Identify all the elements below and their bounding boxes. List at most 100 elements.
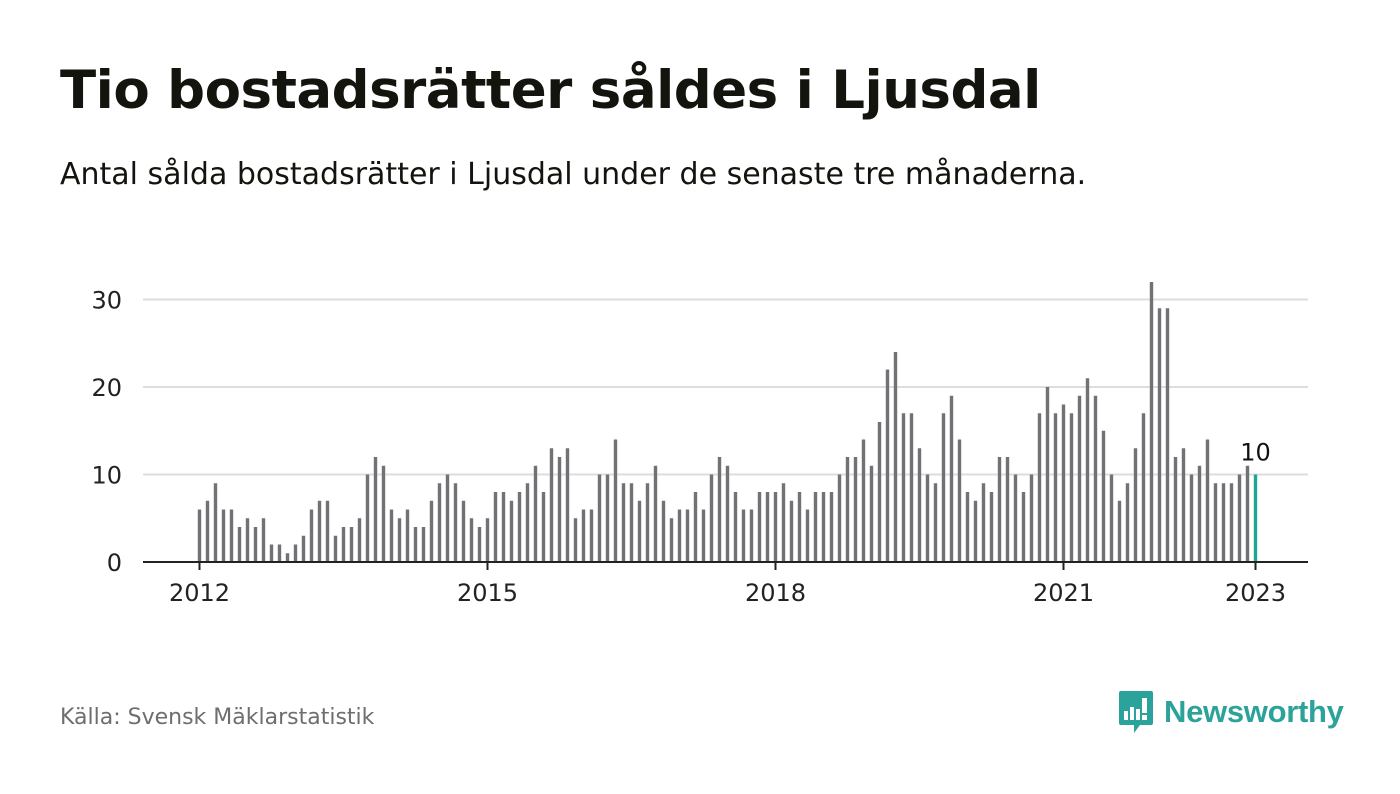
bar xyxy=(733,492,738,562)
bar xyxy=(501,492,506,562)
bar xyxy=(309,509,314,562)
bar xyxy=(541,492,546,562)
bar xyxy=(773,492,778,562)
bar xyxy=(477,527,482,562)
bar xyxy=(197,509,202,562)
x-tick-label: 2023 xyxy=(1225,579,1286,607)
bar xyxy=(925,474,930,562)
bar xyxy=(845,457,850,562)
bar xyxy=(717,457,722,562)
bar xyxy=(1013,474,1018,562)
bar xyxy=(669,518,674,562)
bar xyxy=(405,509,410,562)
brand-logo[interactable]: Newsworthy xyxy=(1118,690,1344,734)
bar xyxy=(877,422,882,562)
bar xyxy=(1213,483,1218,562)
bar xyxy=(285,553,290,562)
bar xyxy=(917,448,922,562)
bar xyxy=(829,492,834,562)
chart-subtitle: Antal sålda bostadsrätter i Ljusdal unde… xyxy=(60,157,1087,192)
gridlines xyxy=(143,298,1308,476)
bar xyxy=(597,474,602,562)
bars xyxy=(197,282,1258,562)
bar xyxy=(677,509,682,562)
bar xyxy=(237,527,242,562)
bar xyxy=(1061,404,1066,562)
bar xyxy=(445,474,450,562)
chart-title: Tio bostadsrätter såldes i Ljusdal xyxy=(60,60,1041,121)
bar xyxy=(1085,378,1090,562)
bar xyxy=(1165,308,1170,562)
bar xyxy=(1117,500,1122,562)
bar xyxy=(997,457,1002,562)
bar xyxy=(605,474,610,562)
bar xyxy=(725,465,730,562)
bar xyxy=(1173,457,1178,562)
bar xyxy=(1237,474,1242,562)
bar xyxy=(1005,457,1010,562)
bar xyxy=(269,544,274,562)
bar xyxy=(853,457,858,562)
x-tick-label: 2021 xyxy=(1033,579,1094,607)
bar xyxy=(229,509,234,562)
bar xyxy=(805,509,810,562)
bar xyxy=(949,395,954,562)
bar xyxy=(413,527,418,562)
bar xyxy=(781,483,786,562)
bar xyxy=(461,500,466,562)
bar xyxy=(317,500,322,562)
bar xyxy=(1157,308,1162,562)
bar xyxy=(565,448,570,562)
bar xyxy=(1141,413,1146,562)
bar xyxy=(365,474,370,562)
bar xyxy=(533,465,538,562)
bar xyxy=(221,509,226,562)
bar xyxy=(637,500,642,562)
bar xyxy=(941,413,946,562)
bar xyxy=(653,465,658,562)
bar xyxy=(453,483,458,562)
bar xyxy=(1149,282,1154,562)
bar xyxy=(1029,474,1034,562)
axes: 0 10 20 30 10 2012 2015 2018 2021 2023 xyxy=(91,287,1308,607)
bar xyxy=(509,500,514,562)
bar xyxy=(301,535,306,562)
bar xyxy=(437,483,442,562)
bar xyxy=(253,527,258,562)
bar xyxy=(629,483,634,562)
bar xyxy=(661,500,666,562)
bar xyxy=(1069,413,1074,562)
bar xyxy=(1093,395,1098,562)
bar xyxy=(589,509,594,562)
bar xyxy=(1077,395,1082,562)
bar xyxy=(645,483,650,562)
bar xyxy=(573,518,578,562)
bar xyxy=(893,352,898,562)
bar xyxy=(373,457,378,562)
bar xyxy=(981,483,986,562)
bar xyxy=(741,509,746,562)
bar xyxy=(1205,439,1210,562)
bar xyxy=(277,544,282,562)
bar xyxy=(885,369,890,562)
bar xyxy=(757,492,762,562)
bar xyxy=(1109,474,1114,562)
bar xyxy=(709,474,714,562)
bar xyxy=(205,500,210,562)
bar xyxy=(1021,492,1026,562)
bar xyxy=(245,518,250,562)
y-tick-label: 20 xyxy=(91,374,122,402)
bar xyxy=(701,509,706,562)
bar xyxy=(693,492,698,562)
x-tick-label: 2015 xyxy=(457,579,518,607)
bar xyxy=(965,492,970,562)
bar xyxy=(381,465,386,562)
bar xyxy=(1101,430,1106,562)
bar xyxy=(621,483,626,562)
bar xyxy=(909,413,914,562)
bar xyxy=(349,527,354,562)
bar xyxy=(837,474,842,562)
bar xyxy=(685,509,690,562)
bar xyxy=(613,439,618,562)
